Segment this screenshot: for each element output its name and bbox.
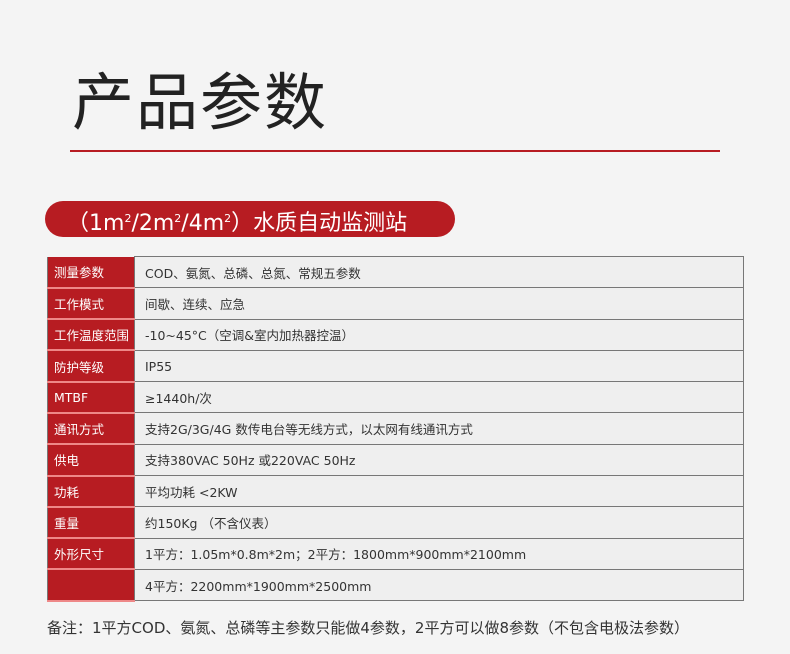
table-row: 4平方：2200mm*1900mm*2500mm [47, 568, 744, 602]
spec-value: 平均功耗 <2KW [134, 475, 744, 508]
spec-value: IP55 [134, 349, 744, 383]
page-title: 产品参数 [72, 66, 329, 139]
spec-value: 4平方：2200mm*1900mm*2500mm [134, 568, 744, 602]
table-row: 供电 支持380VAC 50Hz 或220VAC 50Hz [47, 443, 744, 477]
table-row: 工作模式 间歇、连续、应急 [47, 287, 744, 321]
banner-sup: 2 [124, 212, 132, 225]
spec-label: 供电 [47, 444, 135, 477]
spec-value: 1平方：1.05m*0.8m*2m；2平方：1800mm*900mm*2100m… [134, 537, 744, 570]
product-banner: （1m2/2m2/4m2）水质自动监测站 [45, 201, 455, 237]
spec-value: 支持2G/3G/4G 数传电台等无线方式，以太网有线通讯方式 [134, 412, 744, 445]
table-row: 防护等级 IP55 [47, 349, 744, 383]
table-row: 工作温度范围 -10~45°C（空调&室内加热器控温） [47, 318, 744, 352]
table-row: 功耗 平均功耗 <2KW [47, 475, 744, 508]
banner-sup: 2 [224, 212, 232, 225]
banner-text: ）水质自动监测站 [231, 211, 408, 236]
spec-value: COD、氨氮、总磷、总氮、常规五参数 [134, 255, 744, 289]
spec-value: 支持380VAC 50Hz 或220VAC 50Hz [134, 443, 744, 477]
banner-sup: 2 [174, 212, 182, 225]
spec-label: 防护等级 [47, 350, 135, 383]
spec-label: 工作温度范围 [47, 319, 135, 352]
table-row: MTBF ≥1440h/次 [47, 381, 744, 414]
spec-value: 约150Kg （不含仪表） [134, 506, 744, 539]
spec-label [47, 569, 135, 602]
banner-text: （1m [67, 211, 125, 236]
spec-label: 重量 [47, 506, 135, 540]
table-row: 外形尺寸 1平方：1.05m*0.8m*2m；2平方：1800mm*900mm*2… [47, 537, 744, 571]
banner-text: /4m [181, 211, 225, 236]
table-row: 通讯方式 支持2G/3G/4G 数传电台等无线方式，以太网有线通讯方式 [47, 412, 744, 446]
table-row: 测量参数 COD、氨氮、总磷、总氮、常规五参数 [47, 255, 744, 289]
spec-value: ≥1440h/次 [134, 381, 744, 414]
spec-table: 测量参数 COD、氨氮、总磷、总氮、常规五参数 工作模式 间歇、连续、应急 工作温度范围… [47, 255, 744, 602]
spec-label: MTBF [47, 381, 135, 414]
spec-label: 工作模式 [47, 287, 135, 321]
spec-label: 通讯方式 [47, 412, 135, 446]
spec-label: 功耗 [47, 475, 135, 508]
spec-label: 外形尺寸 [47, 538, 135, 571]
spec-label: 测量参数 [47, 256, 135, 289]
table-row: 重量 约150Kg （不含仪表） [47, 506, 744, 540]
footnote: 备注：1平方COD、氨氮、总磷等主参数只能做4参数，2平方可以做8参数（不包含电… [47, 619, 690, 637]
banner-text: /2m [131, 211, 175, 236]
title-divider [70, 150, 720, 152]
spec-value: -10~45°C（空调&室内加热器控温） [134, 318, 744, 351]
spec-value: 间歇、连续、应急 [134, 287, 744, 320]
